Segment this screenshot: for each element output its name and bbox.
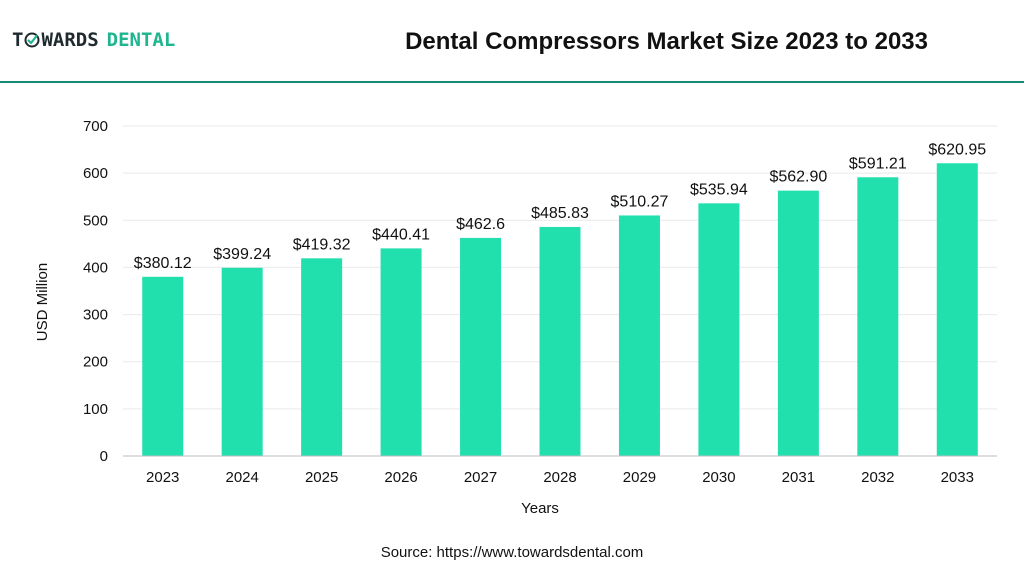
- x-tick-label: 2029: [623, 469, 656, 486]
- page-title: Dental Compressors Market Size 2023 to 2…: [405, 28, 928, 55]
- brand-logo[interactable]: T WARDS DENTAL: [12, 29, 175, 51]
- y-axis-title: USD Million: [34, 263, 51, 341]
- x-tick-label: 2024: [225, 469, 258, 486]
- data-label: $620.95: [928, 141, 986, 158]
- x-axis-title: Years: [521, 500, 559, 517]
- bar-2025: [301, 258, 343, 456]
- logo-text-dental: DENTAL: [106, 29, 176, 51]
- x-tick-label: 2032: [861, 469, 894, 486]
- tooth-check-icon: [24, 32, 40, 48]
- data-label: $399.24: [213, 246, 271, 263]
- logo-text-wards: WARDS: [41, 29, 99, 51]
- x-tick-label: 2028: [543, 469, 576, 486]
- x-tick-label: 2031: [782, 469, 815, 486]
- x-tick-label: 2030: [702, 469, 735, 486]
- header-divider: [0, 81, 1024, 83]
- y-tick-label: 300: [83, 307, 108, 324]
- bars: [142, 163, 978, 457]
- data-label: $380.12: [134, 255, 192, 272]
- bar-2033: [936, 163, 978, 457]
- y-tick-label: 700: [83, 118, 108, 135]
- y-tick-label: 0: [100, 448, 108, 465]
- bar-2027: [460, 237, 502, 456]
- y-axis-ticks: 0 100 200 300 400 500 600 700: [83, 118, 108, 465]
- x-axis-ticks: 2023 2024 2025 2026 2027 2028 2029 2030 2031 2032…: [146, 469, 974, 486]
- bar-chart: 0 100 200 300 400 500 600 700 $380.12 $399.24 $41…: [34, 118, 997, 517]
- data-labels: $380.12 $399.24 $419.32 $440.41 $462.6 $485.8…: [134, 141, 986, 272]
- data-label: $591.21: [849, 155, 907, 172]
- y-tick-label: 200: [83, 354, 108, 371]
- logo-text-t: T: [12, 29, 24, 51]
- bar-2031: [777, 190, 819, 456]
- x-tick-label: 2025: [305, 469, 338, 486]
- x-tick-label: 2023: [146, 469, 179, 486]
- source-note: Source: https://www.towardsdental.com: [380, 544, 644, 561]
- y-tick-label: 600: [83, 165, 108, 182]
- header: T WARDS DENTAL Dental Compressors Market…: [0, 0, 1024, 83]
- y-tick-label: 100: [83, 401, 108, 418]
- bar-2023: [142, 276, 184, 456]
- bar-2032: [857, 177, 899, 456]
- bar-2024: [221, 267, 263, 456]
- data-label: $535.94: [690, 181, 748, 198]
- bar-2029: [618, 215, 660, 456]
- x-tick-label: 2027: [464, 469, 497, 486]
- x-tick-label: 2026: [384, 469, 417, 486]
- y-tick-label: 500: [83, 212, 108, 229]
- bar-2030: [698, 203, 740, 456]
- data-label: $440.41: [372, 226, 430, 243]
- data-label: $485.83: [531, 205, 589, 222]
- data-label: $462.6: [456, 216, 505, 233]
- data-label: $562.90: [769, 169, 827, 186]
- x-tick-label: 2033: [941, 469, 974, 486]
- bar-2028: [539, 226, 581, 456]
- data-label: $510.27: [611, 193, 669, 210]
- bar-2026: [380, 248, 422, 456]
- y-tick-label: 400: [83, 259, 108, 276]
- data-label: $419.32: [293, 236, 351, 253]
